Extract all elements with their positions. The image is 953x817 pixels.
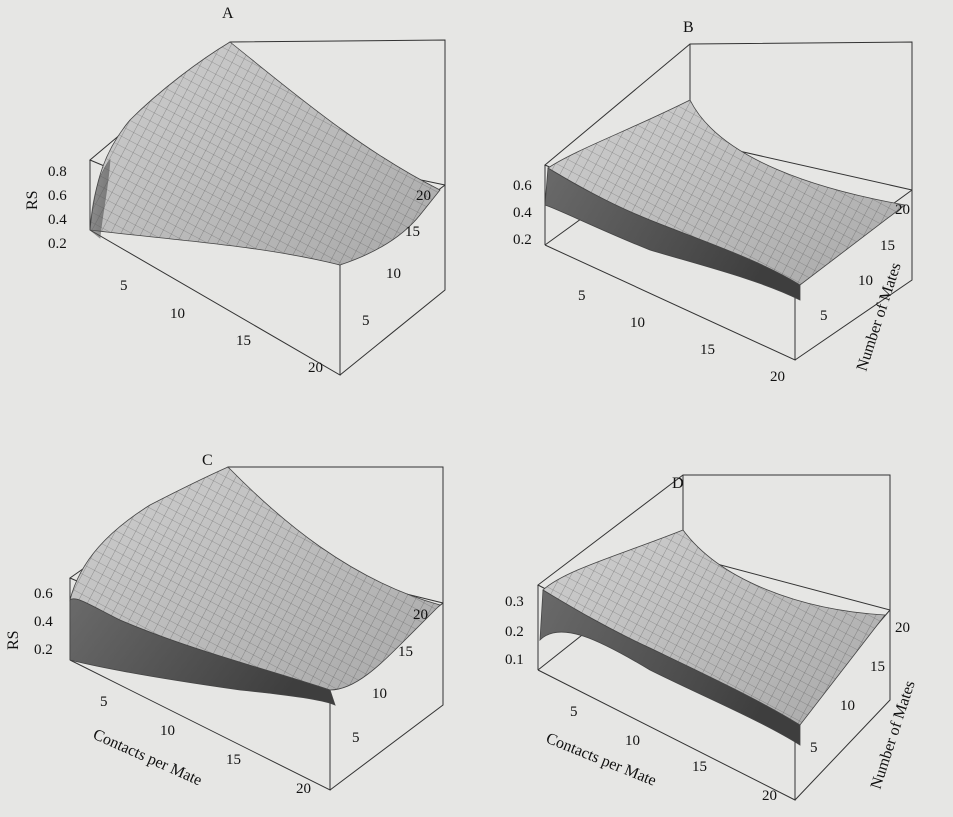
panel-b: B 0.2 0.4 0.6 5 10 15 20 5 10 15 20 Numb… [513, 19, 913, 385]
panel-b-x-tick-3: 15 [700, 342, 715, 358]
panel-b-x-tick-1: 5 [578, 288, 586, 304]
panel-a-z-tick-2: 0.4 [48, 212, 67, 228]
panel-b-y-tick-4: 20 [895, 202, 910, 218]
panel-c-z-tick-1: 0.2 [34, 642, 53, 658]
panel-a-x-tick-4: 20 [308, 360, 323, 376]
panel-b-z-tick-1: 0.2 [513, 232, 532, 248]
panel-d-y-tick-4: 20 [895, 620, 910, 636]
panel-a-z-tick-3: 0.6 [48, 188, 67, 204]
panel-c-surface-mesh [70, 467, 440, 690]
panel-a-z-tick-1: 0.2 [48, 236, 67, 252]
panel-a-y-tick-3: 15 [405, 224, 420, 240]
panel-a-y-tick-1: 5 [362, 313, 370, 329]
panel-c-z-tick-3: 0.6 [34, 586, 53, 602]
panel-d-y-tick-2: 10 [840, 698, 855, 714]
panel-c-x-tick-4: 20 [296, 781, 311, 797]
panel-a-title: A [222, 5, 234, 22]
panel-c-y-tick-2: 10 [372, 686, 387, 702]
panel-d-title: D [672, 475, 684, 492]
panel-c-x-tick-1: 5 [100, 694, 108, 710]
panel-d-x-tick-3: 15 [692, 759, 707, 775]
panel-b-y-tick-3: 15 [880, 238, 895, 254]
panel-d-ylabel: Number of Mates [868, 679, 919, 792]
panel-c-y-tick-3: 15 [398, 644, 413, 660]
panel-d-z-tick-3: 0.3 [505, 594, 524, 610]
panel-c-z-tick-2: 0.4 [34, 614, 53, 630]
panel-d-x-tick-4: 20 [762, 788, 777, 804]
panel-a-zlabel: RS [24, 190, 41, 210]
panel-b-y-tick-2: 10 [858, 273, 873, 289]
panel-c-title: C [202, 452, 213, 469]
panel-b-title: B [683, 19, 694, 36]
panel-a-surface-front [89, 158, 111, 239]
panel-b-x-tick-2: 10 [630, 315, 645, 331]
panel-a-x-tick-3: 15 [236, 333, 251, 349]
panel-c: C RS 0.2 0.4 0.6 5 10 15 20 5 10 15 20 C… [5, 452, 444, 797]
panel-d-y-tick-3: 15 [870, 659, 885, 675]
panel-d-xlabel: Contacts per Mate [544, 730, 659, 790]
panel-c-x-tick-2: 10 [160, 723, 175, 739]
panel-a-x-tick-2: 10 [170, 306, 185, 322]
panel-a: A RS 0.2 0.4 0.6 0.8 5 10 15 20 5 10 15 … [24, 5, 446, 376]
panel-a-y-tick-2: 10 [386, 266, 401, 282]
panel-c-zlabel: RS [5, 630, 22, 650]
panel-b-y-tick-1: 5 [820, 308, 828, 324]
panel-c-xlabel: Contacts per Mate [90, 726, 204, 789]
panel-d: D 0.1 0.2 0.3 5 10 15 20 5 10 15 20 Cont… [505, 474, 919, 804]
panel-d-x-tick-2: 10 [625, 733, 640, 749]
panel-c-x-tick-3: 15 [226, 752, 241, 768]
panel-a-surface-mesh [90, 42, 440, 265]
panel-d-x-tick-1: 5 [570, 704, 578, 720]
panel-b-x-tick-4: 20 [770, 369, 785, 385]
panel-d-y-tick-1: 5 [810, 740, 818, 756]
panel-b-z-tick-2: 0.4 [513, 205, 532, 221]
panel-c-y-tick-4: 20 [413, 607, 428, 623]
panel-a-x-tick-1: 5 [120, 278, 128, 294]
panel-c-y-tick-1: 5 [352, 730, 360, 746]
panel-d-z-tick-1: 0.1 [505, 652, 524, 668]
panel-b-z-tick-3: 0.6 [513, 178, 532, 194]
panel-a-z-tick-4: 0.8 [48, 164, 67, 180]
panel-d-z-tick-2: 0.2 [505, 624, 524, 640]
panel-b-surface-mesh [548, 100, 905, 285]
panel-a-y-tick-4: 20 [416, 188, 431, 204]
panel-d-surface-mesh [543, 530, 885, 725]
